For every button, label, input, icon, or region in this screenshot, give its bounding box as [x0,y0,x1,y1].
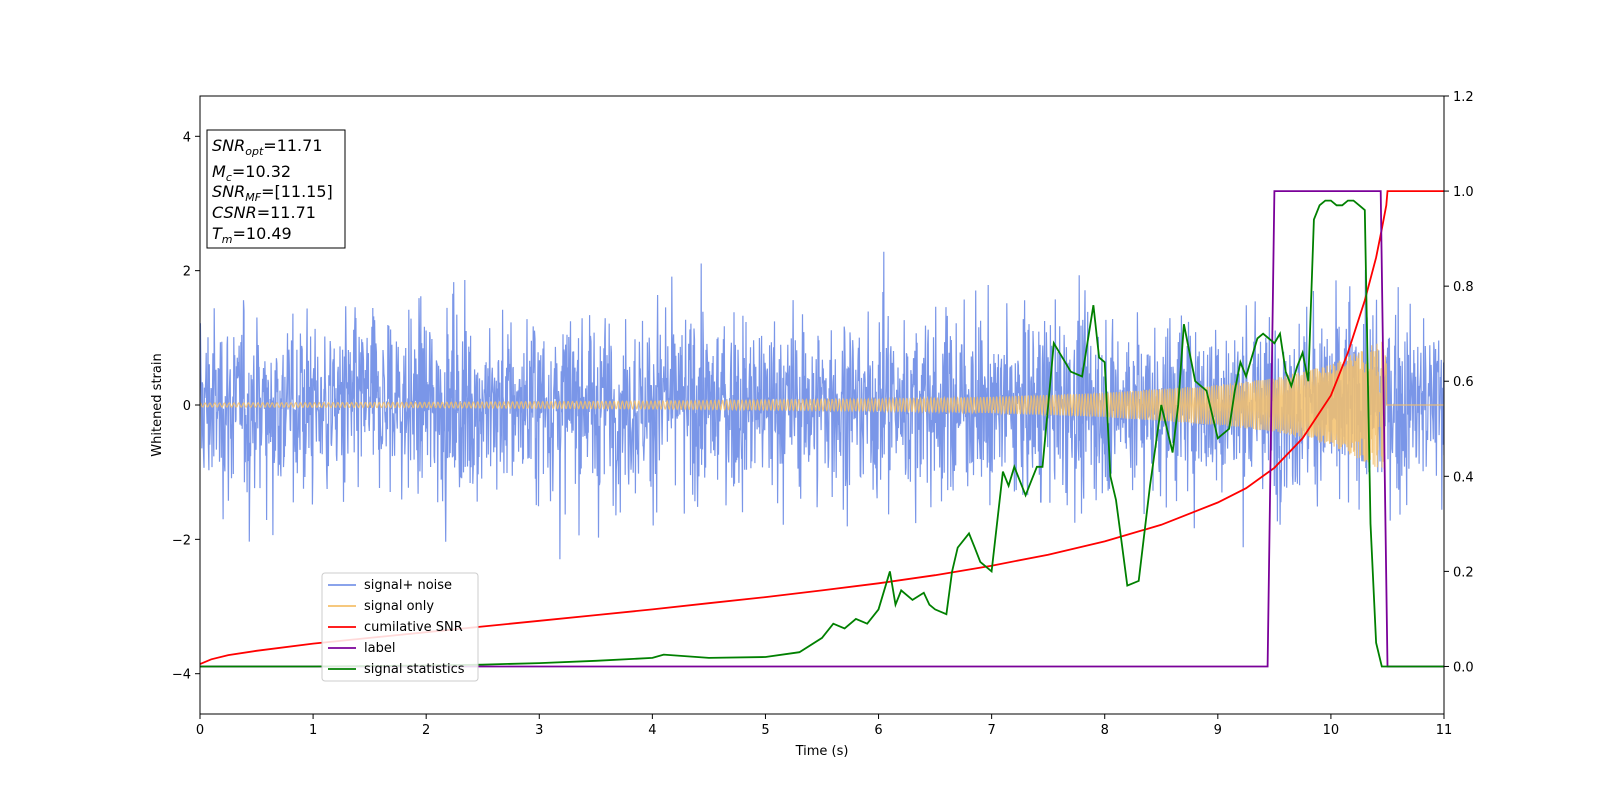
info-mc: Mc=10.32 [212,162,291,184]
info-box: SNRopt=11.71 Mc=10.32 SNRMF=[11.15] CSNR… [206,129,346,249]
right-y-axis-ticks: 0.0 0.2 0.4 0.6 0.8 1.0 1.2 [1444,90,1474,675]
y-left-tick-label: 4 [183,130,191,145]
x-tick-label: 8 [1101,723,1109,738]
legend: signal+ noise signal only cumilative SNR… [321,572,479,682]
y-left-tick-label: 2 [183,265,191,280]
signal-noise-line [200,251,1444,560]
y-right-tick-label: 0.6 [1453,375,1474,390]
y-left-tick-label: −4 [172,668,191,683]
y-right-tick-label: 0.2 [1453,565,1474,580]
info-snr-opt: SNRopt=11.71 [212,136,323,158]
x-tick-label: 2 [422,723,430,738]
x-tick-label: 11 [1436,723,1453,738]
x-axis-label: Time (s) [795,744,849,759]
signal-statistics-line [200,199,1444,668]
info-snr-mf: SNRMF=[11.15] [212,182,333,204]
y-right-tick-label: 1.0 [1453,185,1474,200]
x-tick-label: 3 [535,723,543,738]
y-right-tick-label: 0.0 [1453,660,1474,675]
legend-label-label: label [364,641,395,656]
y-left-tick-label: 0 [183,399,191,414]
x-tick-label: 9 [1214,723,1222,738]
legend-frame [321,572,479,682]
left-y-axis-ticks: −4 −2 0 2 4 [172,130,200,683]
y-axis-label: Whitened strain [150,353,165,456]
legend-label-signal-noise: signal+ noise [364,578,452,593]
y-right-tick-label: 1.2 [1453,90,1474,105]
info-tm: Tm=10.49 [212,224,292,246]
info-box-frame [206,129,346,249]
y-right-tick-label: 0.8 [1453,280,1474,295]
x-tick-label: 0 [196,723,204,738]
x-tick-label: 4 [648,723,656,738]
x-tick-label: 1 [309,723,317,738]
legend-label-signal-statistics: signal statistics [364,662,465,677]
x-tick-label: 6 [874,723,882,738]
signal-only-line [200,341,1444,470]
signal-only-series [200,341,1444,470]
info-csnr: CSNR=11.71 [212,203,316,222]
signal-noise-series [200,251,1444,560]
legend-label-cumulative-snr: cumilative SNR [364,620,463,635]
x-axis-ticks: 0 1 2 3 4 5 6 7 8 9 10 11 [196,714,1452,738]
legend-label-signal-only: signal only [364,599,434,614]
x-tick-label: 7 [987,723,995,738]
x-tick-label: 10 [1323,723,1340,738]
y-right-tick-label: 0.4 [1453,470,1474,485]
x-tick-label: 5 [761,723,769,738]
y-left-tick-label: −2 [172,533,191,548]
